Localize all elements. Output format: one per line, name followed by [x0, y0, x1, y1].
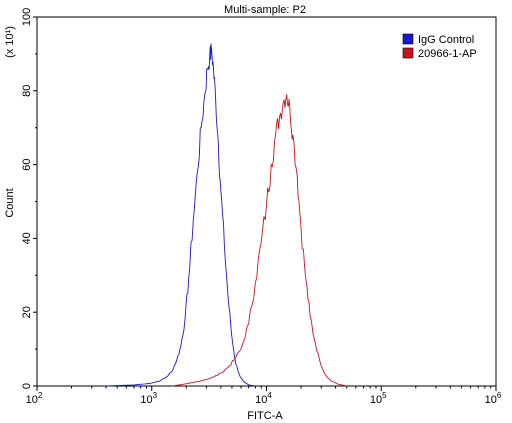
legend-swatch	[402, 47, 414, 59]
y-axis-ticks: 0 20 40 60 80 100	[21, 8, 37, 389]
x-tick-label: 102	[26, 391, 43, 406]
x-tick-label: 105	[370, 391, 387, 406]
x-tick-label: 103	[140, 391, 157, 406]
series-line-igg-control	[106, 43, 256, 387]
chart-title: Multi-sample: P2	[224, 4, 306, 16]
x-axis-label: FITC-A	[247, 410, 283, 422]
x-tick-label: 106	[485, 391, 502, 406]
y-tick-label: 60	[21, 158, 33, 170]
legend-label: 20966-1-AP	[418, 48, 477, 60]
x-tick-label: 104	[255, 391, 272, 406]
legend-swatch	[402, 33, 414, 45]
y-axis-multiplier: (x 10¹)	[4, 26, 16, 58]
x-axis-ticks: 102 103 104 105 106	[26, 386, 502, 406]
y-tick-label: 100	[21, 8, 33, 26]
series-layer	[106, 43, 347, 387]
y-tick-label: 0	[21, 383, 33, 389]
y-axis-label: Count	[4, 188, 16, 217]
y-tick-label: 20	[21, 306, 33, 318]
y-tick-label: 40	[21, 232, 33, 244]
legend: IgG Control 20966-1-AP	[402, 33, 477, 60]
series-line-antibody	[171, 94, 347, 387]
y-tick-label: 80	[21, 85, 33, 97]
legend-label: IgG Control	[418, 34, 474, 46]
